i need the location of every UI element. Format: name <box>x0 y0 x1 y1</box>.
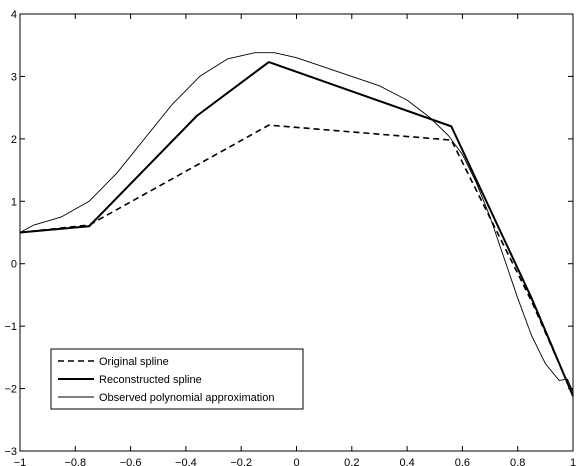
x-tick-label: 0.4 <box>399 457 414 466</box>
x-tick-label: −0.6 <box>120 457 142 466</box>
legend: Original spline Reconstructed spline Obser… <box>50 348 304 410</box>
x-tick-label: 0.6 <box>455 457 470 466</box>
x-tick-label: 0 <box>293 457 299 466</box>
legend-label-0: Original spline <box>99 356 169 368</box>
y-tick-label: 0 <box>11 259 17 271</box>
y-tick-label: −3 <box>4 446 17 458</box>
x-tick-label: −0.8 <box>64 457 86 466</box>
y-tick-label: −2 <box>4 384 17 396</box>
y-tick-label: 2 <box>11 134 17 146</box>
x-tick-label: −1 <box>14 457 27 466</box>
series-lines <box>19 52 574 397</box>
x-tick-label: −0.2 <box>230 457 252 466</box>
x-tick-label: 0.8 <box>510 457 525 466</box>
y-tick-label: 1 <box>11 196 17 208</box>
legend-label-1: Reconstructed spline <box>99 374 202 386</box>
y-tick-label: 4 <box>11 9 17 21</box>
ticks <box>19 13 574 452</box>
y-tick-label: −1 <box>4 321 17 333</box>
series-line-1 <box>19 61 574 397</box>
series-line-2 <box>19 52 574 392</box>
x-tick-label: 1 <box>570 457 576 466</box>
legend-label-2: Observed polynomial approximation <box>99 392 274 404</box>
y-tick-label: 3 <box>11 71 17 83</box>
x-tick-label: 0.2 <box>344 457 359 466</box>
tick-labels: −1 −0.8 −0.6 −0.4 −0.2 0 0.2 0.4 0.6 0.8 1 −3 −2 −1 0 1… <box>4 9 576 466</box>
x-tick-label: −0.4 <box>175 457 197 466</box>
